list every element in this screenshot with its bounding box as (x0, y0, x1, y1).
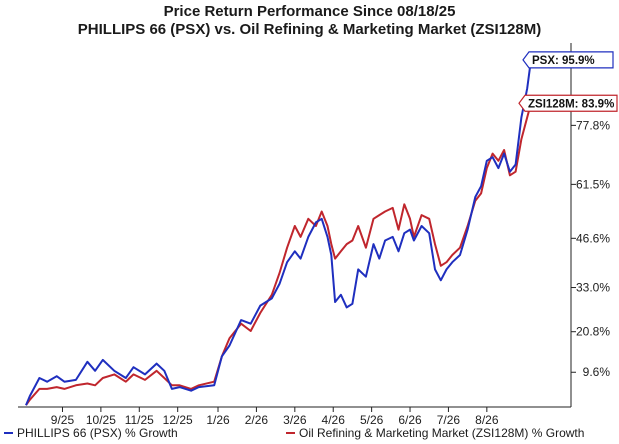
series-layer (25, 59, 532, 406)
legend-swatch-psx (4, 431, 13, 434)
legend-item-psx: PHILLIPS 66 (PSX) % Growth (4, 426, 178, 440)
legend-item-zsi128m: Oil Refining & Marketing Market (ZSI128M… (286, 426, 584, 440)
psx-series-line (25, 59, 532, 406)
legend-label-zsi128m: Oil Refining & Marketing Market (ZSI128M… (299, 426, 585, 440)
psx-end-label-box (522, 51, 614, 69)
y-tick-label: 77.8% (576, 118, 610, 132)
end-labels: PSX: 95.9% ZSI128M: 83.9% (518, 51, 618, 112)
zsi128m-end-label-box (518, 94, 618, 112)
x-tick-label: 2/26 (245, 413, 269, 427)
psx-end-label: PSX: 95.9% (522, 51, 614, 69)
x-tick-label: 4/26 (322, 413, 346, 427)
legend: PHILLIPS 66 (PSX) % Growth Oil Refining … (0, 424, 619, 442)
x-tick-label: 11/25 (125, 413, 154, 427)
x-tick-label: 8/26 (475, 413, 499, 427)
plot-frame (18, 43, 572, 408)
y-tick-label: 9.6% (583, 365, 611, 379)
x-tick-label: 3/26 (283, 413, 307, 427)
y-axis: 9.6% 20.8% 33.0% 46.6% 61.5% 77.8% (571, 118, 610, 379)
zsi128m-end-label: ZSI128M: 83.9% (518, 94, 618, 112)
chart-title: Price Return Performance Since 08/18/25 (163, 3, 456, 20)
chart-subtitle: PHILLIPS 66 (PSX) vs. Oil Refining & Mar… (77, 21, 542, 38)
legend-label-psx: PHILLIPS 66 (PSX) % Growth (17, 426, 178, 440)
psx-end-label-text: PSX: 95.9% (532, 55, 595, 67)
y-tick-label: 33.0% (576, 281, 610, 295)
x-tick-label: 5/26 (360, 413, 384, 427)
x-tick-label: 10/25 (86, 413, 116, 427)
y-tick-label: 46.6% (576, 231, 610, 245)
zsi128m-end-label-text: ZSI128M: 83.9% (528, 98, 614, 110)
zsi128m-series-line (25, 103, 532, 406)
x-axis: 9/25 10/25 11/25 12/25 1/26 2/26 3/26 4/26 5/26 6… (51, 407, 499, 427)
x-tick-label: 7/26 (437, 413, 461, 427)
x-tick-label: 1/26 (206, 413, 230, 427)
x-tick-label: 9/25 (51, 413, 75, 427)
y-tick-label: 20.8% (576, 325, 610, 339)
legend-swatch-zsi128m (286, 431, 295, 434)
y-tick-label: 61.5% (576, 177, 610, 191)
x-tick-label: 6/26 (398, 413, 422, 427)
x-tick-label: 12/25 (163, 413, 193, 427)
